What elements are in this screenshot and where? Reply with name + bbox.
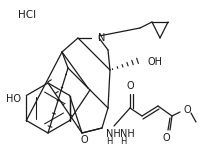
Text: N: N — [98, 33, 105, 43]
Text: O: O — [80, 135, 87, 145]
Text: NH: NH — [119, 129, 134, 139]
Text: HO: HO — [6, 95, 21, 104]
Text: H: H — [105, 136, 112, 146]
Text: O: O — [126, 81, 133, 91]
Text: O: O — [161, 133, 169, 143]
Text: HCl: HCl — [18, 10, 36, 20]
Text: NH: NH — [105, 129, 120, 139]
Text: O: O — [182, 105, 190, 115]
Text: H: H — [119, 136, 126, 146]
Text: OH: OH — [147, 57, 162, 67]
